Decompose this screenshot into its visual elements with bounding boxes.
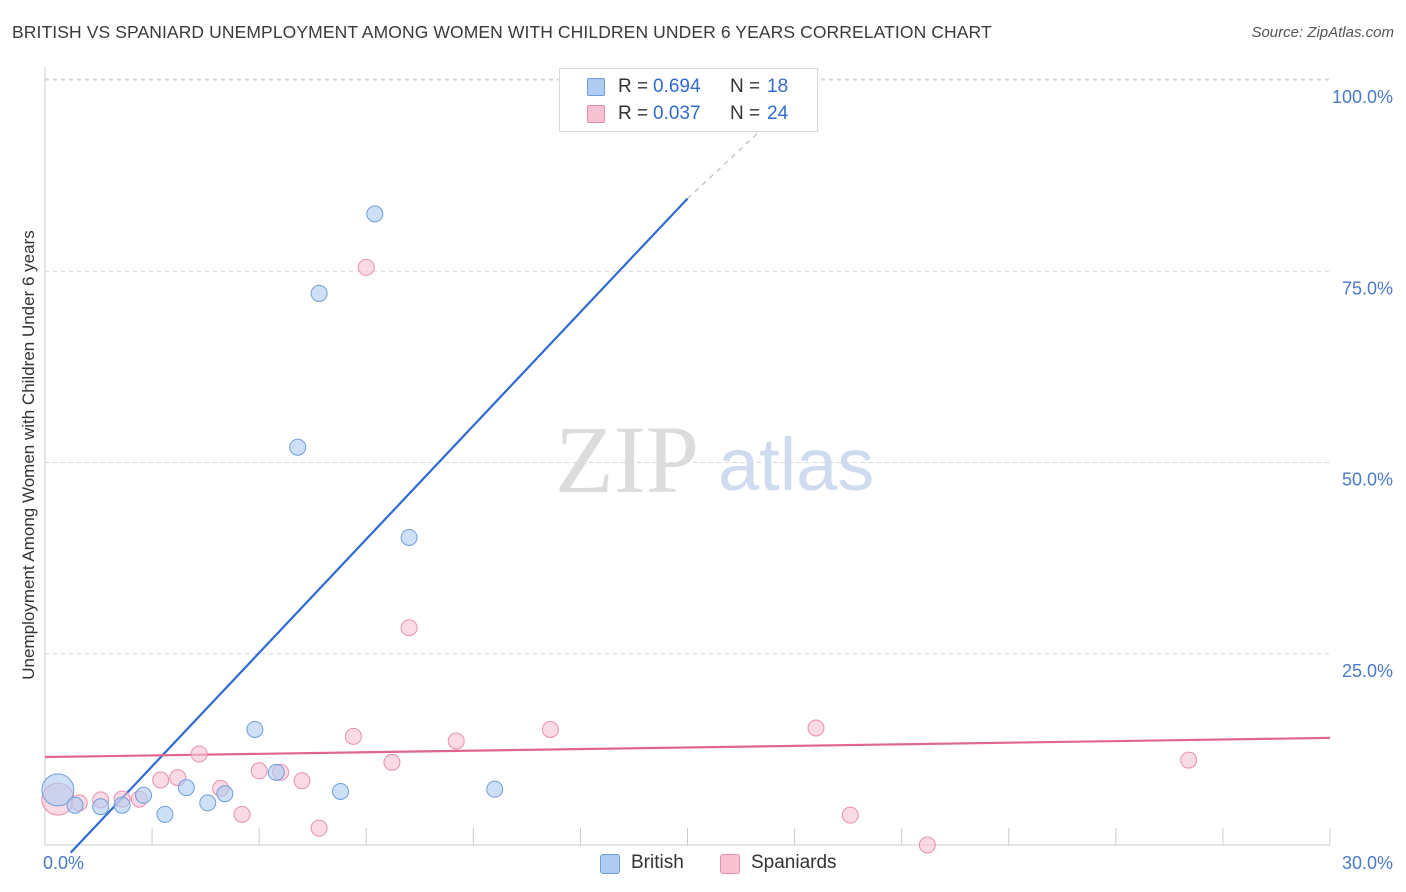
british-point xyxy=(267,763,285,781)
legend-r-label: R = xyxy=(618,103,649,124)
spaniards-point xyxy=(357,258,375,276)
spaniards-trend-line xyxy=(44,736,1331,759)
correlation-legend: R = 0.694 N = 18 R = 0.037 N = 24 xyxy=(559,68,818,132)
tick-layer: 25.0% 50.0% 75.0% 100.0% 0.0% 30.0% xyxy=(43,87,1393,873)
x-tick-label: 30.0% xyxy=(1342,853,1393,873)
y-axis-label: Unemployment Among Women with Children U… xyxy=(19,230,38,679)
trend-layer xyxy=(44,102,1331,854)
british-point xyxy=(66,796,84,814)
spaniards-point xyxy=(293,772,311,790)
british-point xyxy=(400,528,418,546)
spaniards-point xyxy=(1180,751,1198,769)
legend-swatch-british xyxy=(587,78,605,96)
y-tick-label: 50.0% xyxy=(1342,470,1393,490)
legend-swatch-spaniards xyxy=(587,105,605,123)
series-legend: British Spaniards xyxy=(0,852,1406,878)
spaniards-point xyxy=(310,819,328,837)
spaniards-point xyxy=(344,727,362,745)
british-point xyxy=(332,782,350,800)
y-tick-label: 75.0% xyxy=(1342,278,1393,298)
legend-r-value: 0.694 xyxy=(653,76,701,97)
x-tick-label: 0.0% xyxy=(43,853,84,873)
series-label-spaniards: Spaniards xyxy=(751,852,837,873)
spaniards-point xyxy=(152,771,170,789)
british-trend-line xyxy=(69,197,689,854)
spaniards-point xyxy=(383,753,401,771)
spaniards-point xyxy=(233,805,251,823)
series-label-british: British xyxy=(631,852,684,873)
spaniards-point xyxy=(541,720,559,738)
spaniards-point xyxy=(807,719,825,737)
british-point xyxy=(156,805,174,823)
spaniards-point xyxy=(447,732,465,750)
legend-r-value: 0.037 xyxy=(653,103,701,124)
watermark: ZIP atlas xyxy=(555,406,874,513)
y-tick-label: 100.0% xyxy=(1332,87,1393,107)
spaniards-point xyxy=(841,806,859,824)
spaniards-point xyxy=(400,619,418,637)
y-tick-label: 25.0% xyxy=(1342,661,1393,681)
british-point xyxy=(216,785,234,803)
legend-n-label: N = xyxy=(730,76,761,97)
british-point xyxy=(92,798,110,816)
spaniards-point xyxy=(918,836,936,854)
source-label: Source: ZipAtlas.com xyxy=(1251,24,1394,41)
british-point xyxy=(199,794,217,812)
british-point xyxy=(177,779,195,797)
legend-n-value: 18 xyxy=(767,76,789,97)
legend-r-label: R = xyxy=(618,76,649,97)
watermark-atlas: atlas xyxy=(718,423,874,506)
british-point xyxy=(486,780,504,798)
legend-n-value: 24 xyxy=(767,103,789,124)
british-point xyxy=(135,786,153,804)
series-swatch-british xyxy=(600,854,620,874)
british-point xyxy=(246,720,264,738)
axis-layer xyxy=(44,67,1331,846)
british-point xyxy=(310,284,328,302)
british-point xyxy=(366,205,384,223)
watermark-zip: ZIP xyxy=(555,406,699,513)
british-point xyxy=(41,773,75,807)
series-swatch-spaniards xyxy=(720,854,740,874)
chart-title: BRITISH VS SPANIARD UNEMPLOYMENT AMONG W… xyxy=(12,22,992,42)
spaniards-point xyxy=(190,745,208,763)
british-point xyxy=(113,796,131,814)
legend-n-label: N = xyxy=(730,103,761,124)
british-trend-extension xyxy=(687,102,791,200)
points-layer xyxy=(41,86,1198,854)
grid-layer xyxy=(45,78,1330,655)
british-point xyxy=(289,438,307,456)
spaniards-point xyxy=(250,762,268,780)
